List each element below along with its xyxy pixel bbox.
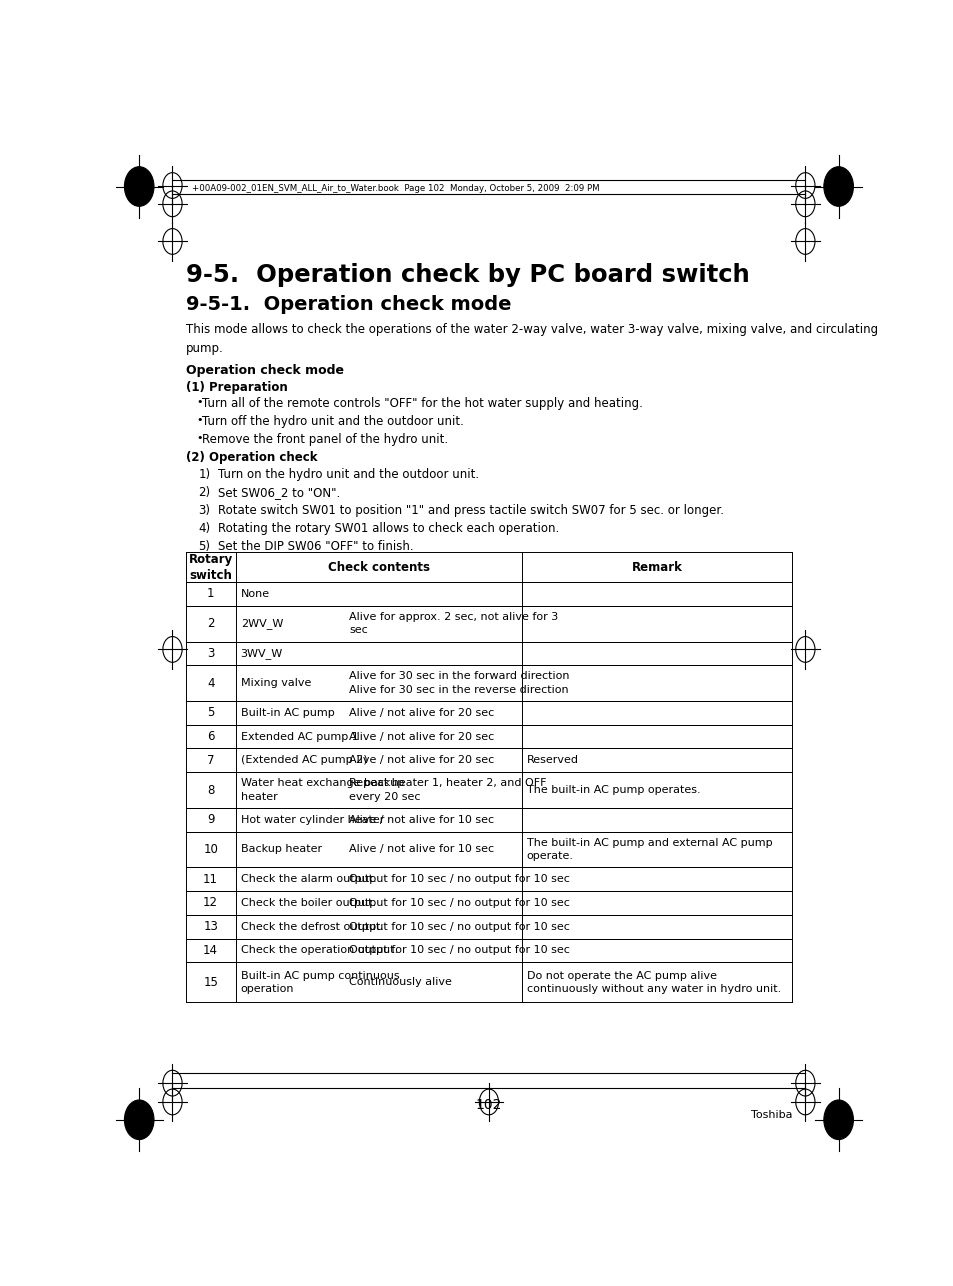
Text: Set the DIP SW06 "OFF" to finish.: Set the DIP SW06 "OFF" to finish.: [218, 540, 414, 553]
Text: 3WV_W: 3WV_W: [240, 648, 283, 658]
Bar: [186, 832, 791, 867]
Bar: [186, 606, 791, 642]
Text: (1) Preparation: (1) Preparation: [186, 381, 287, 394]
Text: Continuously alive: Continuously alive: [349, 977, 452, 988]
Text: None: None: [240, 589, 270, 599]
Bar: [186, 583, 791, 606]
Text: 9-5.  Operation check by PC board switch: 9-5. Operation check by PC board switch: [186, 264, 749, 287]
Text: Built-in AC pump continuous
operation: Built-in AC pump continuous operation: [240, 971, 399, 994]
Bar: [186, 725, 791, 748]
Text: Do not operate the AC pump alive
continuously without any water in hydro unit.: Do not operate the AC pump alive continu…: [526, 971, 781, 994]
Text: Check the operation output.: Check the operation output.: [240, 945, 397, 955]
Text: (2) Operation check: (2) Operation check: [186, 451, 317, 464]
Text: Turn all of the remote controls "OFF" for the hot water supply and heating.: Turn all of the remote controls "OFF" fo…: [202, 397, 642, 410]
Text: Reserved: Reserved: [526, 755, 578, 765]
Text: Output for 10 sec / no output for 10 sec: Output for 10 sec / no output for 10 sec: [349, 922, 570, 931]
Text: 2: 2: [207, 617, 214, 630]
Text: 2): 2): [198, 486, 211, 499]
Bar: [186, 808, 791, 832]
Circle shape: [823, 1100, 853, 1139]
Bar: [186, 553, 791, 583]
Text: Alive / not alive for 10 sec: Alive / not alive for 10 sec: [349, 845, 494, 854]
Text: 10: 10: [203, 842, 218, 856]
Text: •: •: [196, 397, 202, 406]
Bar: [186, 665, 791, 701]
Text: Output for 10 sec / no output for 10 sec: Output for 10 sec / no output for 10 sec: [349, 898, 570, 908]
Text: 12: 12: [203, 896, 218, 909]
Text: Operation check mode: Operation check mode: [186, 364, 343, 377]
Text: Check the defrost output.: Check the defrost output.: [240, 922, 383, 931]
Text: 8: 8: [207, 783, 214, 796]
Text: Turn on the hydro unit and the outdoor unit.: Turn on the hydro unit and the outdoor u…: [218, 468, 479, 481]
Text: 9: 9: [207, 813, 214, 826]
Text: •: •: [196, 432, 202, 442]
Bar: [186, 891, 791, 914]
Bar: [186, 962, 791, 1002]
Text: Alive / not alive for 20 sec: Alive / not alive for 20 sec: [349, 755, 495, 765]
Bar: [186, 701, 791, 725]
Bar: [186, 867, 791, 891]
Text: Output for 10 sec / no output for 10 sec: Output for 10 sec / no output for 10 sec: [349, 874, 570, 885]
Text: Remove the front panel of the hydro unit.: Remove the front panel of the hydro unit…: [202, 432, 448, 445]
Text: 4: 4: [207, 676, 214, 689]
Text: Check the boiler output.: Check the boiler output.: [240, 898, 375, 908]
Text: Rotating the rotary SW01 allows to check each operation.: Rotating the rotary SW01 allows to check…: [218, 522, 559, 535]
Text: Set SW06_2 to "ON".: Set SW06_2 to "ON".: [218, 486, 340, 499]
Text: Remark: Remark: [631, 561, 681, 574]
Text: Hot water cylinder heater: Hot water cylinder heater: [240, 815, 384, 824]
Text: Alive for 30 sec in the forward direction
Alive for 30 sec in the reverse direct: Alive for 30 sec in the forward directio…: [349, 671, 569, 694]
Text: Repeat heater 1, heater 2, and OFF
every 20 sec: Repeat heater 1, heater 2, and OFF every…: [349, 778, 546, 801]
Text: 7: 7: [207, 754, 214, 766]
Text: Extended AC pump 1: Extended AC pump 1: [240, 732, 358, 742]
Text: Check contents: Check contents: [327, 561, 429, 574]
Circle shape: [124, 167, 153, 206]
Text: Alive / not alive for 20 sec: Alive / not alive for 20 sec: [349, 732, 495, 742]
Bar: [186, 642, 791, 665]
Text: 3: 3: [207, 647, 214, 660]
Text: Alive / not alive for 20 sec: Alive / not alive for 20 sec: [349, 707, 495, 718]
Text: 5: 5: [207, 706, 214, 719]
Text: 3): 3): [198, 504, 211, 517]
Text: Mixing valve: Mixing valve: [240, 678, 311, 688]
Text: 102: 102: [476, 1098, 501, 1112]
Bar: [186, 939, 791, 962]
Text: 4): 4): [198, 522, 211, 535]
Text: 14: 14: [203, 944, 218, 957]
Text: Check the alarm output.: Check the alarm output.: [240, 874, 376, 885]
Text: Rotary
switch: Rotary switch: [189, 553, 233, 581]
Text: 6: 6: [207, 730, 214, 743]
Text: The built-in AC pump operates.: The built-in AC pump operates.: [526, 784, 700, 795]
Text: Built-in AC pump: Built-in AC pump: [240, 707, 335, 718]
Bar: [186, 914, 791, 939]
Text: 1): 1): [198, 468, 211, 481]
Text: The built-in AC pump and external AC pump
operate.: The built-in AC pump and external AC pum…: [526, 838, 772, 862]
Text: +00A09-002_01EN_SVM_ALL_Air_to_Water.book  Page 102  Monday, October 5, 2009  2:: +00A09-002_01EN_SVM_ALL_Air_to_Water.boo…: [192, 184, 598, 193]
Text: Alive for approx. 2 sec, not alive for 3
sec: Alive for approx. 2 sec, not alive for 3…: [349, 612, 558, 635]
Text: 11: 11: [203, 873, 218, 886]
Circle shape: [124, 1100, 153, 1139]
Text: Toshiba: Toshiba: [750, 1110, 791, 1120]
Text: 5): 5): [198, 540, 211, 553]
Text: 9-5-1.  Operation check mode: 9-5-1. Operation check mode: [186, 294, 511, 314]
Text: Output for 10 sec / no output for 10 sec: Output for 10 sec / no output for 10 sec: [349, 945, 570, 955]
Text: •: •: [196, 415, 202, 424]
Text: Water heat exchange backup
heater: Water heat exchange backup heater: [240, 778, 403, 801]
Text: 2WV_W: 2WV_W: [240, 619, 283, 629]
Bar: [186, 748, 791, 772]
Bar: [186, 772, 791, 808]
Text: Backup heater: Backup heater: [240, 845, 321, 854]
Text: Turn off the hydro unit and the outdoor unit.: Turn off the hydro unit and the outdoor …: [202, 415, 463, 428]
Text: 13: 13: [203, 921, 218, 934]
Text: Alive / not alive for 10 sec: Alive / not alive for 10 sec: [349, 815, 494, 824]
Text: This mode allows to check the operations of the water 2-way valve, water 3-way v: This mode allows to check the operations…: [186, 323, 877, 355]
Text: Rotate switch SW01 to position "1" and press tactile switch SW07 for 5 sec. or l: Rotate switch SW01 to position "1" and p…: [218, 504, 723, 517]
Circle shape: [823, 167, 853, 206]
Text: 1: 1: [207, 588, 214, 601]
Text: (Extended AC pump 2): (Extended AC pump 2): [240, 755, 367, 765]
Text: 15: 15: [203, 976, 218, 989]
